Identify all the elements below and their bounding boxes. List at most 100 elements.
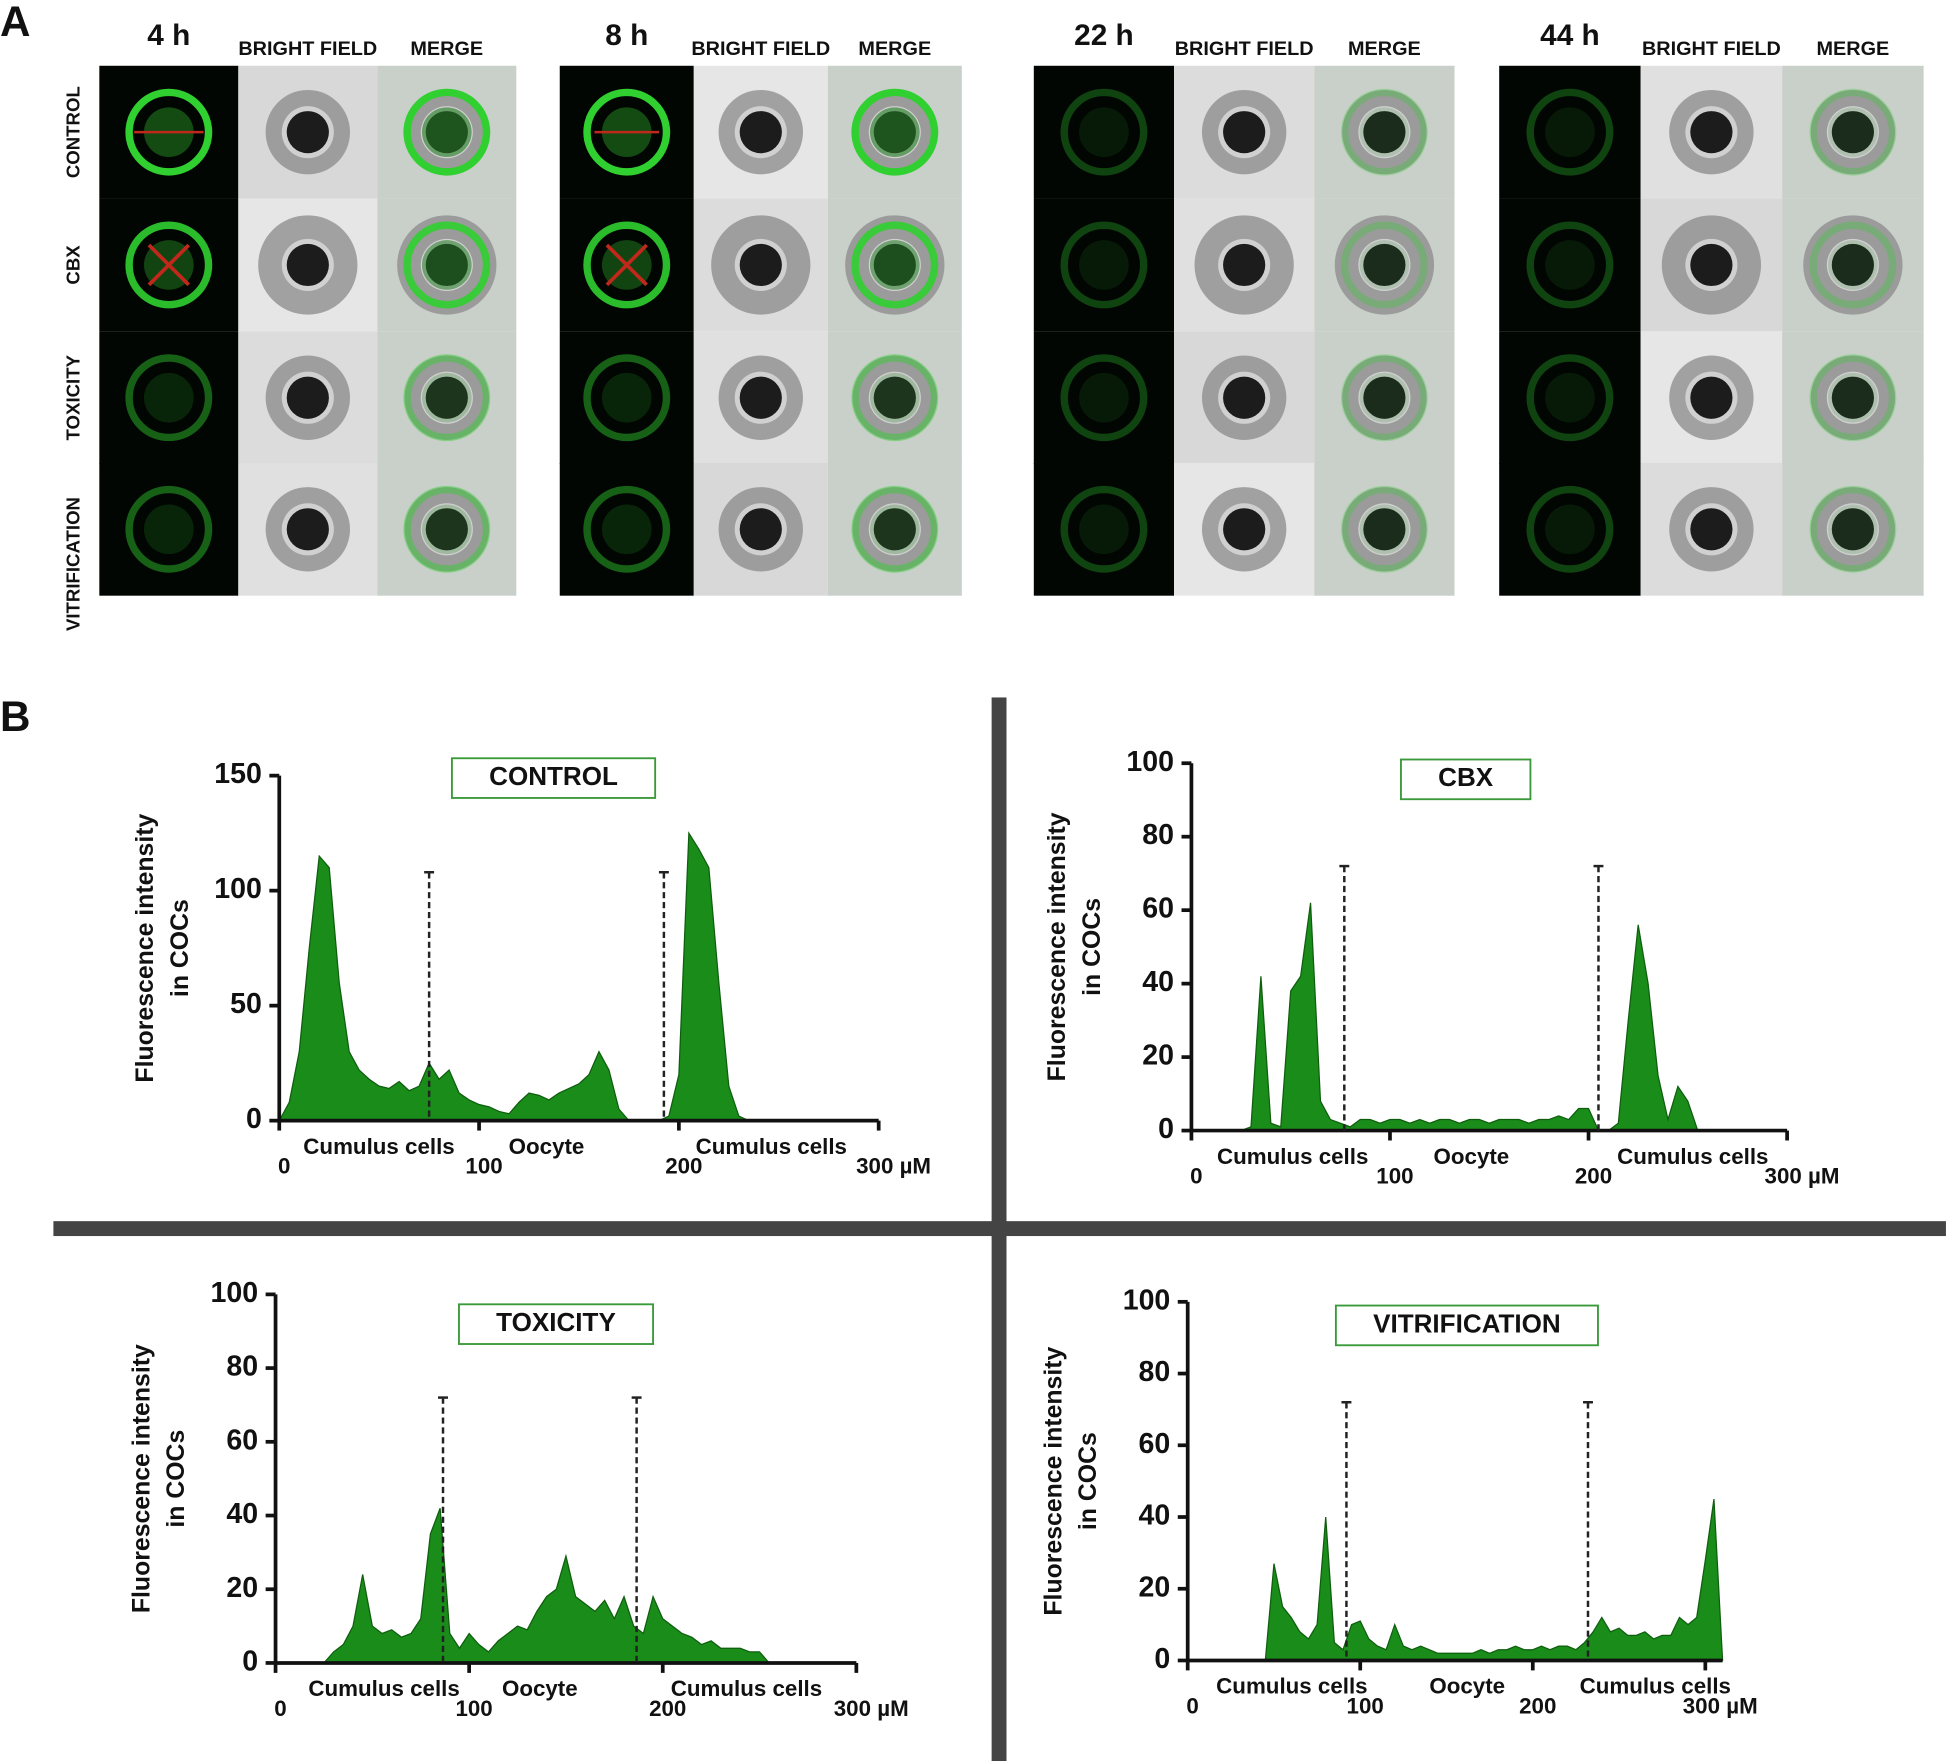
- x-tick-label: 0: [1190, 1164, 1202, 1189]
- oocyte: [1363, 243, 1406, 287]
- fluorescence-ring: [583, 485, 671, 573]
- fluorescence-ring: [1809, 88, 1897, 176]
- micrograph: [99, 331, 239, 465]
- y-tick-label: 20: [1142, 1040, 1174, 1072]
- y-axis-label: in COCs: [1079, 898, 1106, 996]
- time-label: 4 h: [147, 19, 190, 52]
- oocyte: [1831, 243, 1874, 287]
- column-label: MERGE: [410, 38, 483, 60]
- column-label: BRIGHT FIELD: [238, 38, 377, 60]
- y-tick-label: 0: [242, 1646, 258, 1678]
- oocyte: [739, 376, 782, 419]
- y-tick-label: 60: [1142, 893, 1174, 925]
- time-label: 44 h: [1540, 19, 1600, 52]
- fluorescence-core: [1079, 107, 1129, 157]
- oocyte: [1363, 111, 1406, 154]
- x-tick-label: 300 µM: [834, 1696, 909, 1721]
- micrograph: [1033, 331, 1175, 465]
- fluorescence-ring: [1060, 221, 1148, 309]
- oocyte: [1831, 111, 1874, 154]
- fluorescence-ring: [851, 354, 939, 442]
- fluorescence-core: [1828, 504, 1878, 555]
- chart-title: CONTROL: [489, 761, 618, 791]
- region-label: Cumulus cells: [308, 1676, 459, 1701]
- fluorescence-core: [869, 107, 920, 157]
- y-tick-label: 80: [1142, 819, 1174, 851]
- oocyte: [1690, 508, 1733, 551]
- marker-cross: [147, 243, 190, 287]
- fluorescence-core: [1079, 372, 1129, 423]
- fluorescence-ring: [1526, 88, 1614, 176]
- oocyte: [425, 376, 468, 419]
- column-label: MERGE: [1348, 38, 1421, 60]
- fluorescence-area: [1264, 1498, 1724, 1662]
- column-label: BRIGHT FIELD: [691, 38, 830, 60]
- y-tick-label: 100: [211, 1277, 259, 1309]
- region-label: Cumulus cells: [303, 1134, 454, 1159]
- fluorescence-ring: [1809, 221, 1897, 309]
- y-tick-label: 0: [1154, 1643, 1170, 1675]
- title-box: [1334, 1304, 1599, 1347]
- fluorescence-core: [1545, 504, 1595, 555]
- fluorescence-core: [421, 107, 472, 157]
- fluorescence-core: [1079, 240, 1129, 290]
- fluorescence-core: [1545, 372, 1595, 423]
- fluorescence-area: [1191, 902, 1699, 1132]
- fluorescence-core: [421, 504, 472, 555]
- oocyte: [1831, 376, 1874, 419]
- fluorescence-core: [869, 504, 920, 555]
- oocyte: [1223, 376, 1266, 419]
- y-axis-label: Fluorescence intensity: [1044, 812, 1071, 1081]
- micrograph: [1033, 462, 1175, 596]
- fluorescence-core: [1545, 240, 1595, 290]
- region-label: Oocyte: [1429, 1674, 1505, 1699]
- y-tick-label: 40: [226, 1498, 258, 1530]
- micrograph: [99, 462, 239, 596]
- y-tick-label: 100: [1123, 1284, 1171, 1316]
- oocyte: [286, 111, 329, 154]
- region-label: Oocyte: [502, 1676, 578, 1701]
- fluorescence-core: [1359, 240, 1410, 290]
- column-label: MERGE: [1816, 38, 1889, 60]
- fluorescence-core: [144, 504, 194, 555]
- region-label: Cumulus cells: [1617, 1144, 1768, 1169]
- fluorescence-ring: [125, 485, 213, 573]
- y-tick-label: 100: [214, 873, 262, 905]
- y-tick-label: 80: [226, 1351, 258, 1383]
- micrograph: [1499, 65, 1641, 199]
- oocyte: [1223, 111, 1266, 154]
- oocyte: [739, 508, 782, 551]
- oocyte: [873, 508, 916, 551]
- row-label: CONTROL: [62, 86, 83, 178]
- panel-label: A: [0, 0, 30, 45]
- fluorescence-core: [1359, 372, 1410, 423]
- fluorescence-core: [1828, 107, 1878, 157]
- fluorescence-ring: [583, 88, 671, 176]
- micrograph: [1499, 462, 1641, 596]
- x-tick-label: 0: [1186, 1694, 1198, 1719]
- fluorescence-ring: [403, 485, 491, 573]
- fluorescence-ring: [1340, 485, 1428, 573]
- fluorescence-ring: [851, 88, 939, 176]
- y-tick-label: 50: [230, 988, 262, 1020]
- fluorescence-ring: [403, 354, 491, 442]
- micrograph: [559, 462, 694, 596]
- oocyte: [739, 111, 782, 154]
- y-tick-label: 20: [226, 1572, 258, 1604]
- micrograph: [1499, 331, 1641, 465]
- fluorescence-core: [601, 504, 652, 555]
- fluorescence-ring: [1340, 221, 1428, 309]
- x-tick-label: 200: [1575, 1164, 1612, 1189]
- y-tick-label: 0: [246, 1103, 262, 1135]
- y-axis-label: in COCs: [1075, 1432, 1102, 1530]
- fluorescence-core: [601, 372, 652, 423]
- micrograph: [1033, 65, 1175, 199]
- y-axis-label: Fluorescence intensity: [128, 1344, 155, 1613]
- row-label: CBX: [62, 245, 83, 285]
- fluorescence-core: [869, 372, 920, 423]
- y-tick-label: 60: [226, 1424, 258, 1456]
- y-tick-label: 80: [1139, 1356, 1171, 1388]
- x-tick-label: 200: [1519, 1694, 1556, 1719]
- oocyte: [286, 508, 329, 551]
- fluorescence-core: [1359, 107, 1410, 157]
